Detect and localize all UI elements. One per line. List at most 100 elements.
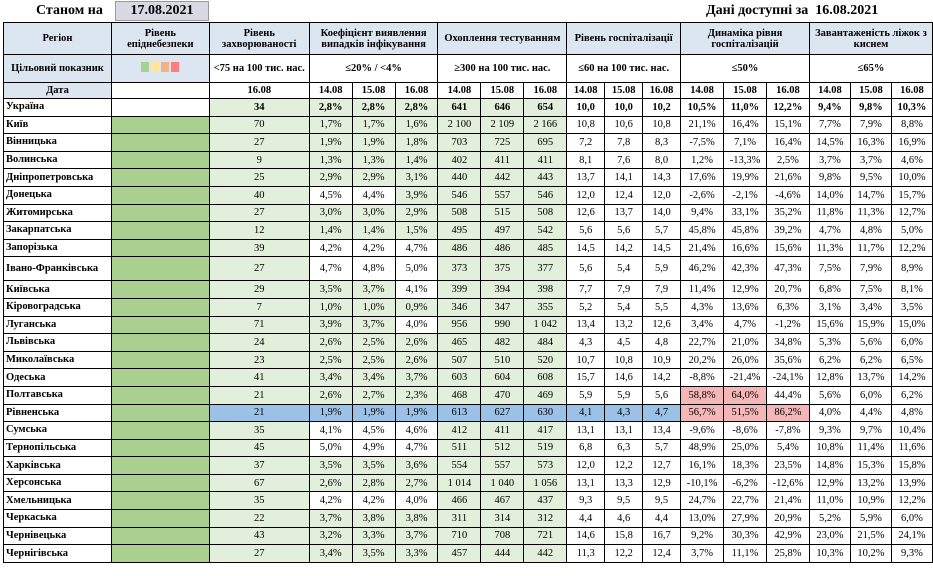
hosp-dyn-value: 5,4% <box>766 438 810 458</box>
data-available-label: Дані доступні за 16.08.2021 <box>706 3 879 18</box>
positivity-value: 3,7% <box>308 509 353 528</box>
hosp-value: 12,0 <box>642 185 682 205</box>
testing-value: 485 <box>523 238 568 258</box>
testing-value: 466 <box>437 491 482 511</box>
positivity-value: 3,7% <box>394 368 439 387</box>
hosp-value: 4,5 <box>604 333 644 352</box>
incidence-value: 12 <box>208 221 310 240</box>
testing-value: 703 <box>437 133 482 152</box>
hosp-dyn-value: 21,6% <box>766 168 810 187</box>
testing-value: 546 <box>437 185 482 205</box>
date-incidence: 16.08 <box>208 82 310 99</box>
hosp-dyn-value: 20,9% <box>766 509 810 528</box>
epid-level <box>110 333 210 352</box>
oxygen-value: 3,7% <box>849 150 892 170</box>
oxygen-value: 6,5% <box>890 350 933 370</box>
testing-value: 311 <box>437 509 482 528</box>
positivity-value: 3,5% <box>308 280 353 299</box>
date-label: Дата <box>3 82 112 99</box>
hosp-value: 12,7 <box>642 456 682 475</box>
positivity-value: 4,2% <box>308 491 353 511</box>
incidence-value: 27 <box>208 544 310 563</box>
epid-level <box>110 491 210 511</box>
incidence-value: 21 <box>208 385 310 405</box>
hosp-dyn-value: 15,6% <box>766 238 810 258</box>
oxygen-value: 6,2% <box>890 385 933 405</box>
positivity-value: 3,6% <box>394 456 439 475</box>
date-col: 14.08 <box>808 82 851 99</box>
hosp-dyn-value: 46,2% <box>680 256 725 282</box>
hosp-dyn-value: 24,7% <box>680 491 725 511</box>
hosp-value: 14,6 <box>604 368 644 387</box>
oxygen-value: 7,9% <box>849 256 892 282</box>
positivity-value: 1,3% <box>351 150 396 170</box>
hosp-value: 5,4 <box>604 256 644 282</box>
testing-value: 482 <box>480 333 525 352</box>
hosp-dyn-value: 9,2% <box>680 526 725 546</box>
epid-header: Рівень епіднебезпеки <box>110 22 210 55</box>
hosp-dyn-value: 16,6% <box>723 238 767 258</box>
positivity-value: 4,4% <box>351 185 396 205</box>
testing-value: 990 <box>480 315 525 335</box>
date-col: 15.08 <box>351 82 396 99</box>
hosp-dyn-value: 21,1% <box>680 115 725 135</box>
oxygen-value: 4,8% <box>849 221 892 240</box>
incidence-value: 22 <box>208 509 310 528</box>
hosp-value: 13,2 <box>604 315 644 335</box>
hosp-value: 12,6 <box>642 315 682 335</box>
positivity-value: 4,5% <box>351 421 396 440</box>
oxygen-value: 14,0% <box>808 185 851 205</box>
hosp-dyn-value: 25,0% <box>723 438 767 458</box>
incidence-value: 71 <box>208 315 310 335</box>
hosp-dyn-value: -24,1% <box>766 368 810 387</box>
oxygen-value: 5,6% <box>808 385 851 405</box>
hosp-value: 5,7 <box>642 221 682 240</box>
incidence-value: 70 <box>208 115 310 135</box>
table-row: Харківська 37 3,5% 3,5% 3,6% 554 557 573 12,0 12,… <box>3 456 933 475</box>
positivity-value: 1,0% <box>351 297 396 317</box>
oxygen-value: 11,7% <box>849 238 892 258</box>
oxygen-value: 6,8% <box>808 280 851 299</box>
testing-value: 710 <box>437 526 482 546</box>
positivity-value: 3,3% <box>351 526 396 546</box>
oxygen-value: 6,0% <box>890 509 933 528</box>
epid-level <box>110 526 210 546</box>
hosp-dyn-value: -13,3% <box>723 150 767 170</box>
testing-value: 627 <box>480 403 525 423</box>
positivity-value: 4,8% <box>351 256 396 282</box>
table-row: Донецька 40 4,5% 4,4% 3,9% 546 557 546 12,0 12,4 1… <box>3 185 933 205</box>
testing-value: 469 <box>523 385 568 405</box>
positivity-value: 3,9% <box>308 315 353 335</box>
positivity-value: 3,5% <box>351 456 396 475</box>
region-name: Вінницька <box>3 133 112 152</box>
hosp-header: Рівень госпіталізації <box>566 22 682 55</box>
table-body: Україна 34 2,8% 2,8% 2,8% 641 646 654 10,0 10,0 10… <box>3 98 933 563</box>
testing-value: 2 109 <box>480 115 525 135</box>
oxygen-value: 3,4% <box>849 297 892 317</box>
region-name: Рівненська <box>3 403 112 423</box>
hosp-value: 6,3 <box>604 438 644 458</box>
positivity-value: 3,3% <box>394 544 439 563</box>
positivity-value: 2,8% <box>351 473 396 493</box>
testing-value: 511 <box>437 438 482 458</box>
positivity-value: 4,1% <box>394 280 439 299</box>
hosp-dyn-value: 26,0% <box>723 350 767 370</box>
hosp-dyn-value: -2,1% <box>723 185 767 205</box>
hosp-value: 12,4 <box>642 544 682 563</box>
incidence-value: 24 <box>208 333 310 352</box>
date-col: 15.08 <box>480 82 525 99</box>
hosp-dyn-value: 30,3% <box>723 526 767 546</box>
hosp-value: 5,6 <box>642 385 682 405</box>
hosp-value: 14,2 <box>642 368 682 387</box>
table-row: Черкаська 22 3,7% 3,8% 3,8% 311 314 312 4,4 4,6 4,… <box>3 509 933 528</box>
oxygen-value: 15,3% <box>849 456 892 475</box>
hosp-value: 5,9 <box>566 385 606 405</box>
positivity-value: 4,2% <box>308 238 353 258</box>
region-name: Чернівецька <box>3 526 112 546</box>
oxygen-value: 21,5% <box>849 526 892 546</box>
epid-level <box>110 98 210 117</box>
positivity-value: 1,9% <box>308 133 353 152</box>
hosp-dyn-value: 45,8% <box>723 221 767 240</box>
oxygen-value: 14,2% <box>890 368 933 387</box>
epid-level <box>110 203 210 223</box>
